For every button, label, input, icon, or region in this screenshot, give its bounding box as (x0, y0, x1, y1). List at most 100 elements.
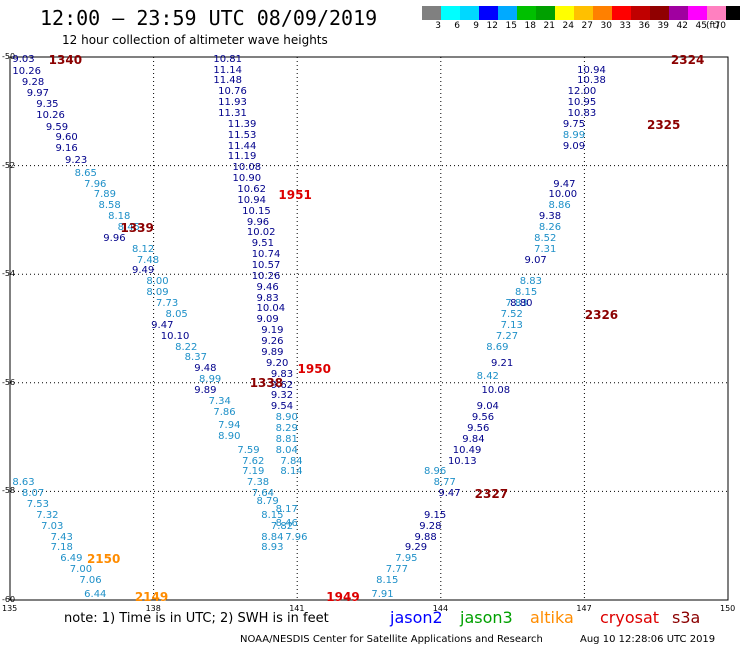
wave-height-value: 7.03 (41, 520, 64, 532)
pass-number-label: 2325 (646, 117, 681, 132)
pass-number-label: 1340 (48, 52, 83, 67)
pass-number-label: 2326 (584, 307, 619, 322)
wave-height-value: 9.46 (256, 281, 279, 293)
wave-height-value: 9.47 (553, 178, 576, 190)
wave-height-value: 9.32 (270, 390, 294, 402)
scale-label: 30 (600, 21, 612, 31)
wave-height-value: 9.03 (12, 53, 35, 65)
wave-height-value: 11.14 (213, 64, 243, 76)
wave-height-value: 9.47 (151, 319, 174, 331)
wave-height-value: 9.28 (21, 77, 45, 89)
scale-swatch-6 (536, 6, 555, 20)
scale-label: 9 (473, 21, 479, 31)
wave-height-value: 9.16 (55, 143, 78, 155)
wave-height-value: 7.53 (26, 498, 49, 510)
legend-entry-jason2: jason2 (390, 608, 443, 627)
wave-height-value: 7.18 (50, 542, 73, 554)
wave-height-value: 8.42 (476, 371, 499, 383)
wave-height-value: 9.75 (562, 118, 586, 130)
pass-number-label: 2149 (134, 590, 169, 604)
wave-height-value: 10.26 (251, 270, 281, 282)
wave-height-value: 10.49 (452, 444, 482, 456)
scale-swatch-13 (669, 6, 688, 20)
wave-height-value: 9.56 (471, 412, 495, 424)
wave-height-value: 8.90 (275, 412, 298, 424)
lon-tick-label: 144 (432, 604, 449, 613)
wave-height-value: 8.52 (534, 232, 557, 244)
wave-height-value: 8.69 (486, 341, 509, 353)
legend-entry-jason3: jason3 (460, 608, 513, 627)
wave-height-value: 9.97 (26, 87, 49, 99)
wave-height-value: 9.09 (562, 140, 586, 152)
wave-height-value: 8.99 (562, 129, 586, 141)
scale-swatch-3 (479, 6, 498, 20)
scale-unit: (ft) (706, 21, 720, 31)
wave-height-value: 11.48 (213, 75, 243, 87)
pass-number-label: 1338 (249, 375, 284, 390)
wave-height-value: 10.26 (12, 66, 41, 78)
wave-height-value: 11.93 (218, 97, 247, 109)
wave-height-value: 9.89 (194, 384, 217, 396)
wave-height-value: 7.13 (500, 319, 523, 331)
wave-height-value: 8.15 (376, 574, 399, 586)
scale-swatch-12 (650, 6, 669, 20)
wave-height-value: 9.60 (55, 132, 78, 144)
wave-height-value: 7.34 (208, 395, 231, 407)
wave-height-value: 11.31 (218, 108, 247, 119)
lat-tick-label: -60 (2, 595, 16, 604)
wave-height-value: 9.59 (45, 121, 69, 133)
wave-height-value: 10.90 (232, 173, 262, 185)
wave-height-value: 10.76 (218, 86, 247, 98)
pass-number-label: 1951 (278, 188, 312, 203)
wave-height-value: 7.59 (237, 444, 260, 456)
wave-height-value: 9.20 (266, 357, 289, 369)
wave-height-value: 9.89 (261, 346, 284, 358)
wave-height-value: 7.91 (371, 588, 394, 600)
scale-label: 45 (695, 21, 707, 31)
scale-label: 39 (657, 21, 669, 31)
wave-height-value: 10.74 (251, 249, 281, 261)
wave-height-value: 8.17 (275, 504, 298, 516)
wave-height-value: 10.95 (567, 97, 597, 109)
color-scale-labels: 3 6 9 12 15 18 21 24 27 30 33 36 39 42 45 70 (422, 21, 726, 31)
wave-height-value: 10.83 (567, 108, 597, 119)
wave-height-value: 7.73 (155, 298, 179, 310)
wave-height-value: 7.86 (213, 406, 236, 418)
wave-height-value: 8.15 (261, 509, 284, 521)
wave-height-value: 7.00 (69, 564, 93, 576)
wave-height-value: 10.04 (256, 303, 286, 315)
wave-height-value: 8.93 (261, 542, 284, 554)
wave-height-value: 9.35 (36, 98, 59, 110)
scale-swatch-1 (441, 6, 460, 20)
wave-height-value: 7.52 (500, 308, 523, 320)
wave-height-value: 6.49 (60, 553, 83, 565)
wave-height-value: 9.88 (414, 531, 437, 543)
wave-height-value: 9.62 (270, 379, 294, 391)
wave-height-value: 9.96 (103, 232, 126, 244)
scale-label: 36 (638, 21, 650, 31)
wave-height-value: 10.10 (160, 330, 190, 342)
pass-number-label: 2150 (86, 552, 121, 567)
wave-height-value: 9.07 (524, 254, 547, 266)
lon-tick-label: 150 (720, 604, 736, 613)
wave-height-value: 8.99 (199, 374, 222, 386)
scale-label: 27 (581, 21, 593, 31)
wave-height-value: 10.08 (232, 162, 262, 174)
wave-height-value: 10.00 (548, 189, 578, 201)
wave-height-value: 9.15 (424, 509, 447, 521)
scale-swatch-7 (555, 6, 574, 20)
wave-height-value: 9.19 (261, 325, 284, 337)
plot-frame (9, 56, 729, 601)
wave-height-value: 7.77 (385, 564, 408, 576)
wave-height-value: 7.96 (285, 531, 308, 543)
wave-height-value: 9.29 (404, 542, 428, 554)
scale-label: 6 (454, 21, 460, 31)
wave-height-value: 9.23 (65, 155, 88, 167)
credit-text: NOAA/NESDIS Center for Satellite Applica… (240, 634, 543, 645)
wave-height-value: 10.62 (237, 184, 266, 196)
wave-height-value: 9.84 (462, 433, 485, 445)
legend-entry-cryosat: cryosat (600, 608, 660, 627)
scale-swatch-2 (460, 6, 479, 20)
scale-swatch-14 (688, 6, 707, 20)
